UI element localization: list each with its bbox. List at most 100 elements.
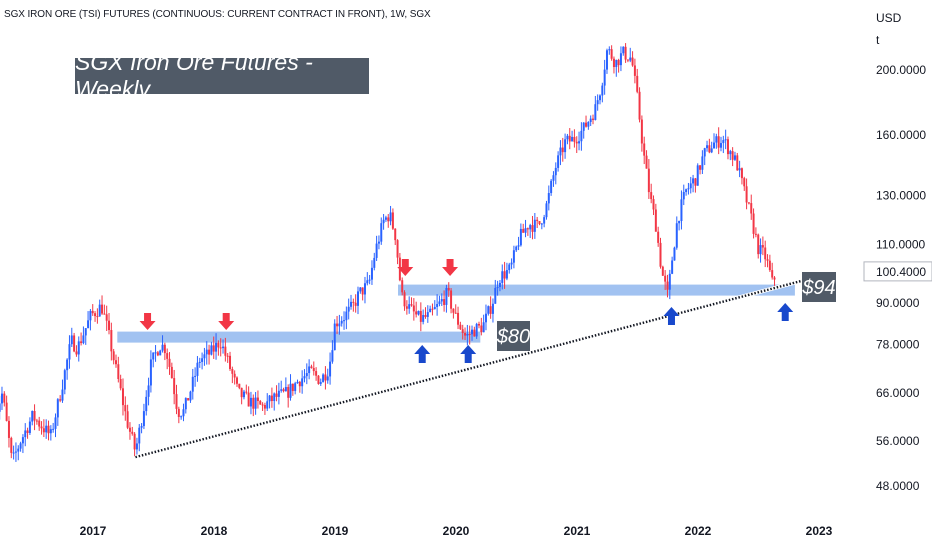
candle-67 xyxy=(147,377,150,406)
candle-body xyxy=(487,306,490,314)
candle-122 xyxy=(275,385,278,402)
time-axis[interactable]: 2017 2018 2019 2020 2021 2022 2023 xyxy=(80,524,833,538)
candle-body xyxy=(484,313,487,323)
candle-body xyxy=(389,212,392,222)
candle-167 xyxy=(380,217,383,245)
price-axis[interactable]: USD t 48.0000 56.0000 66.0000 78.0000 90.0000 1… xyxy=(863,11,932,493)
candle-body xyxy=(319,382,322,384)
candle-body xyxy=(564,139,567,153)
candle-334 xyxy=(768,254,771,272)
candle-body xyxy=(82,335,85,344)
candle-body xyxy=(377,241,380,244)
candle-body xyxy=(494,287,497,304)
candle-body xyxy=(477,323,480,326)
candle-body xyxy=(84,328,87,336)
candle-254 xyxy=(582,122,585,139)
candle-322 xyxy=(740,167,743,185)
signal-arrows xyxy=(139,259,794,363)
candle-252 xyxy=(578,131,581,151)
candle-222 xyxy=(508,262,511,274)
candle-262 xyxy=(601,82,604,103)
candle-194 xyxy=(443,290,446,312)
candle-318 xyxy=(731,147,734,167)
candle-body xyxy=(522,228,525,233)
red-down-arrow-4 xyxy=(442,259,459,276)
candle-159 xyxy=(361,287,364,301)
candle-3 xyxy=(0,395,1,420)
candle-296 xyxy=(680,190,683,230)
candle-body xyxy=(647,168,650,193)
candle-body xyxy=(587,121,590,127)
candle-29 xyxy=(59,395,62,403)
candle-272 xyxy=(624,43,627,63)
candle-body xyxy=(710,148,713,153)
candle-body xyxy=(489,306,492,314)
candle-247 xyxy=(566,133,569,145)
candle-204 xyxy=(466,324,469,346)
candle-body xyxy=(19,443,22,449)
y-tick-label-1: 48.0000 xyxy=(876,479,920,493)
candle-body xyxy=(438,301,441,305)
candle-81 xyxy=(180,415,183,420)
candle-315 xyxy=(724,129,727,150)
candle-207 xyxy=(473,326,476,337)
candle-body xyxy=(657,231,660,243)
candle-118 xyxy=(266,393,269,412)
candle-body xyxy=(240,387,243,398)
candle-body xyxy=(175,394,178,409)
candle-71 xyxy=(156,350,159,357)
candle-58 xyxy=(126,404,129,430)
candle-body xyxy=(203,354,206,359)
candle-body xyxy=(638,91,641,120)
candle-287 xyxy=(659,237,662,269)
candle-263 xyxy=(603,59,606,95)
candle-12 xyxy=(19,441,22,452)
candle-186 xyxy=(424,307,427,319)
candle-158 xyxy=(359,287,362,294)
candle-60 xyxy=(131,426,134,436)
candle-body xyxy=(654,209,657,232)
candle-body xyxy=(154,352,157,354)
candle-body xyxy=(259,400,262,405)
candle-237 xyxy=(543,214,546,228)
candle-body xyxy=(703,148,706,157)
candle-295 xyxy=(678,220,681,231)
candle-body xyxy=(303,376,306,379)
candle-body xyxy=(752,213,755,234)
candle-body xyxy=(384,217,387,220)
candle-230 xyxy=(526,227,529,236)
candle-body xyxy=(363,283,366,295)
candle-165 xyxy=(375,235,378,261)
candle-111 xyxy=(249,391,252,415)
candle-body xyxy=(301,378,304,387)
candle-117 xyxy=(263,402,266,415)
candle-body xyxy=(619,53,622,66)
candle-body xyxy=(724,139,727,141)
candle-294 xyxy=(675,216,678,250)
candle-body xyxy=(517,245,520,247)
candle-body xyxy=(7,420,10,438)
candle-148 xyxy=(336,315,339,335)
candle-body xyxy=(217,342,220,348)
candle-185 xyxy=(422,309,425,325)
candle-172 xyxy=(391,208,394,230)
candle-body xyxy=(436,304,439,307)
candle-72 xyxy=(159,349,162,356)
candle-313 xyxy=(719,136,722,152)
candle-282 xyxy=(647,159,650,199)
candle-90 xyxy=(201,352,204,370)
candle-body xyxy=(573,136,576,142)
candle-100 xyxy=(224,337,227,362)
candle-55 xyxy=(119,374,122,391)
candle-6 xyxy=(5,395,8,422)
candle-199 xyxy=(454,304,457,314)
candle-body xyxy=(624,46,627,60)
candle-156 xyxy=(354,294,357,313)
candle-body xyxy=(715,136,718,143)
symbol-header: SGX IRON ORE (TSI) FUTURES (CONTINUOUS: … xyxy=(4,9,431,20)
candle-192 xyxy=(438,295,441,307)
candle-body xyxy=(266,401,269,409)
candle-131 xyxy=(296,379,299,384)
candle-body xyxy=(575,141,578,144)
